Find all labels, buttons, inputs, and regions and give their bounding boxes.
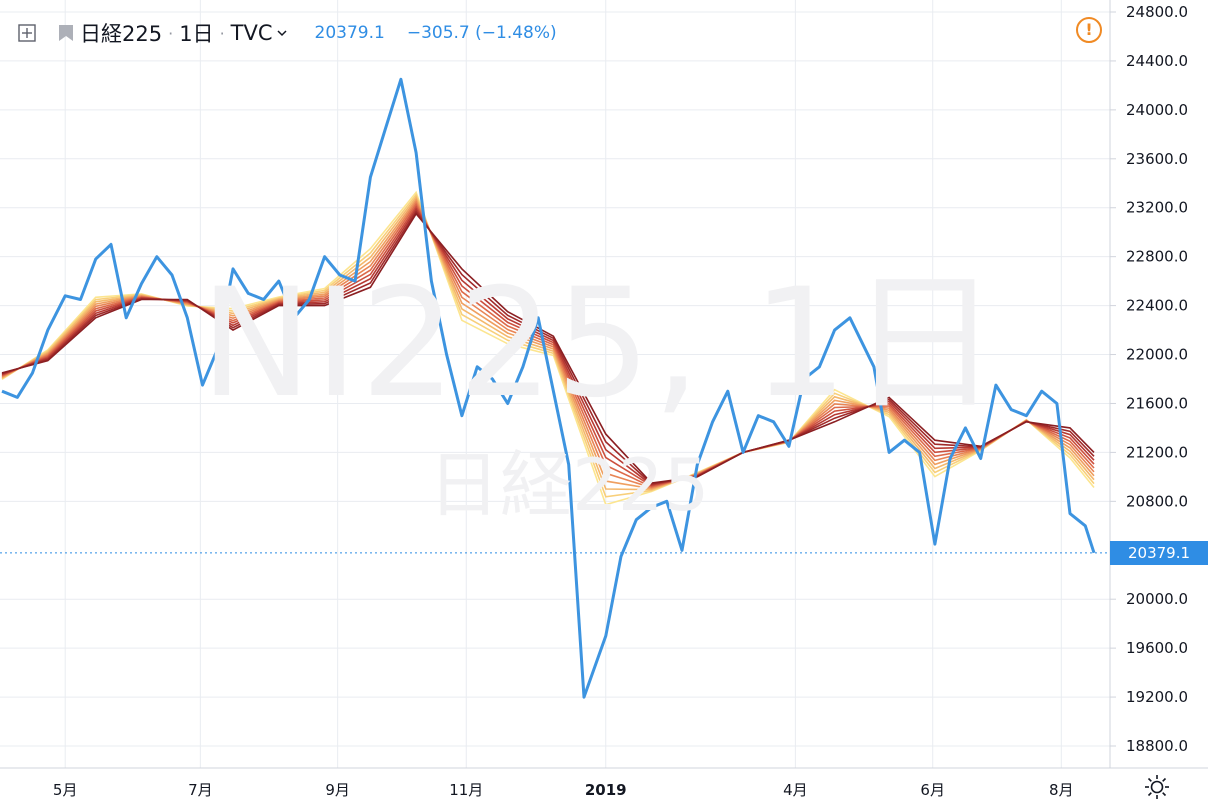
y-tick-label: 23200.0 bbox=[1126, 199, 1188, 217]
grid-layer bbox=[0, 0, 1110, 768]
y-tick-label: 20000.0 bbox=[1126, 590, 1188, 608]
flag-icon[interactable] bbox=[58, 24, 74, 42]
x-tick-label: 7月 bbox=[188, 781, 213, 799]
header-separator: · bbox=[168, 23, 174, 43]
symbol-watermark-sub: 日経225 bbox=[428, 443, 710, 527]
y-tick-label: 21200.0 bbox=[1126, 443, 1188, 461]
header-separator: · bbox=[219, 23, 225, 43]
moving-average-ribbon bbox=[1, 190, 1095, 506]
x-tick-label: 8月 bbox=[1049, 781, 1074, 799]
time-axis[interactable]: 5月 7月 9月 11月 2019 4月 6月 8月 bbox=[53, 781, 1074, 799]
y-tick-label: 19600.0 bbox=[1126, 639, 1188, 657]
price-axis[interactable]: 24800.0 24400.0 24000.0 23600.0 23200.0 22800… bbox=[1110, 3, 1188, 755]
x-tick-label: 11月 bbox=[449, 781, 483, 799]
x-tick-label: 2019 bbox=[585, 781, 627, 799]
warning-icon[interactable]: ! bbox=[1076, 17, 1102, 43]
price-line-layer bbox=[1, 77, 1096, 699]
x-tick-label: 4月 bbox=[783, 781, 808, 799]
chevron-down-icon[interactable] bbox=[276, 26, 287, 41]
y-tick-label: 22000.0 bbox=[1126, 346, 1188, 364]
y-tick-label: 18800.0 bbox=[1126, 737, 1188, 755]
price-series-line bbox=[1, 77, 1096, 699]
x-tick-label: 6月 bbox=[920, 781, 945, 799]
y-tick-label: 24000.0 bbox=[1126, 101, 1188, 119]
x-tick-label: 5月 bbox=[53, 781, 78, 799]
y-tick-label: 24800.0 bbox=[1126, 3, 1188, 21]
y-tick-label: 23600.0 bbox=[1126, 150, 1188, 168]
timeframe-label[interactable]: 1日 bbox=[179, 22, 214, 46]
y-tick-label: 22400.0 bbox=[1126, 297, 1188, 315]
y-tick-label: 22800.0 bbox=[1126, 248, 1188, 266]
symbol-name[interactable]: 日経225 bbox=[80, 22, 163, 46]
last-price: 20379.1 bbox=[314, 23, 385, 43]
settings-gear-icon[interactable] bbox=[1144, 774, 1170, 800]
chart-header: 日経225 · 1日 · TVC 20379.1 −305.7 (−1.48%) bbox=[0, 16, 557, 50]
y-tick-label: 24400.0 bbox=[1126, 52, 1188, 70]
price-change: −305.7 (−1.48%) bbox=[406, 23, 557, 43]
symbol-watermark: NI225, 1日 bbox=[200, 257, 1002, 431]
exchange-label[interactable]: TVC bbox=[230, 21, 273, 45]
y-tick-label: 21600.0 bbox=[1126, 394, 1188, 412]
y-tick-label: 20800.0 bbox=[1126, 492, 1188, 510]
ma-ribbon-line bbox=[1, 212, 1095, 484]
current-price-label: 20379.1 bbox=[1110, 541, 1208, 565]
x-tick-label: 9月 bbox=[325, 781, 350, 799]
add-compare-icon[interactable] bbox=[18, 24, 36, 42]
y-tick-label: 19200.0 bbox=[1126, 688, 1188, 706]
